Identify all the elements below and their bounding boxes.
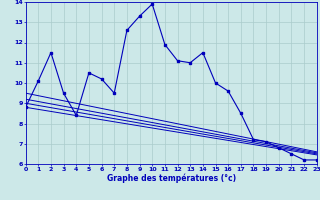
X-axis label: Graphe des températures (°c): Graphe des températures (°c) xyxy=(107,173,236,183)
